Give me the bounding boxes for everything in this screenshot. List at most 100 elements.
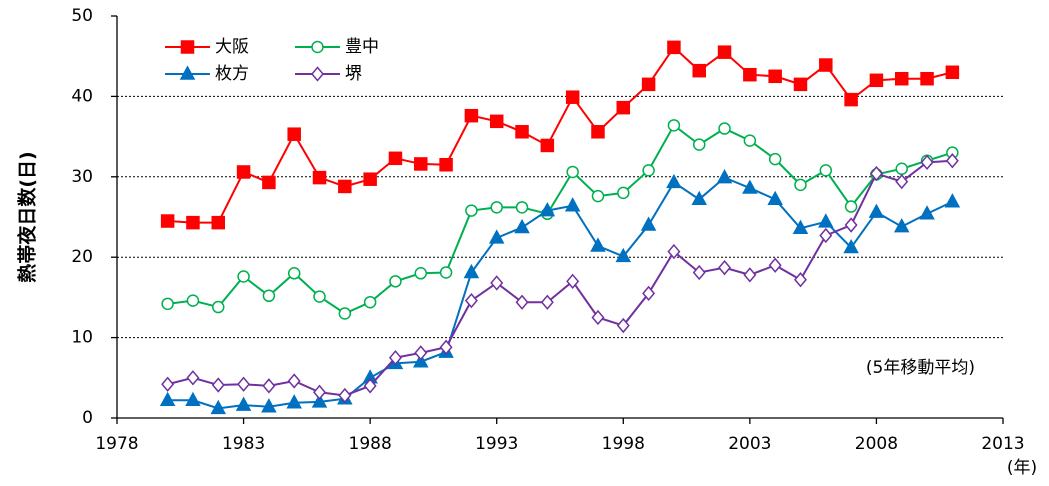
marker — [566, 273, 580, 289]
marker — [792, 219, 809, 235]
marker — [667, 40, 681, 55]
x-tick-label: 2008 — [855, 434, 898, 454]
marker — [667, 119, 681, 132]
marker — [179, 65, 196, 80]
marker — [667, 243, 681, 260]
marker — [616, 100, 631, 115]
marker — [819, 58, 833, 72]
marker — [439, 266, 453, 279]
legend-item: 枚方 — [165, 64, 249, 84]
marker — [819, 227, 833, 244]
x-tick-label: 1978 — [95, 434, 138, 454]
marker — [235, 396, 252, 411]
marker — [211, 215, 226, 230]
marker — [692, 264, 706, 281]
marker — [794, 272, 807, 288]
marker — [338, 179, 352, 194]
marker — [894, 71, 909, 86]
marker — [313, 290, 326, 303]
marker — [186, 294, 200, 307]
marker — [869, 73, 884, 88]
marker — [311, 393, 328, 408]
x-tick-label: 2003 — [728, 434, 771, 454]
marker — [768, 152, 782, 166]
marker — [566, 165, 579, 179]
marker — [186, 215, 200, 230]
marker — [591, 309, 605, 326]
marker — [868, 203, 885, 218]
marker — [692, 138, 706, 151]
marker — [539, 201, 556, 217]
marker — [464, 108, 479, 123]
marker — [919, 205, 935, 220]
marker — [311, 66, 324, 82]
marker — [262, 175, 276, 190]
marker — [160, 214, 175, 228]
y-tick-label: 20 — [71, 247, 93, 267]
x-tick-label: 1983 — [222, 434, 265, 454]
marker — [237, 270, 250, 283]
legend-label: 堺 — [345, 64, 362, 84]
marker — [286, 394, 302, 409]
marker — [895, 162, 908, 176]
marker — [488, 229, 505, 244]
marker — [564, 197, 581, 212]
marker — [793, 77, 808, 92]
marker — [489, 114, 504, 129]
marker — [186, 370, 200, 386]
marker — [363, 378, 377, 394]
marker — [819, 164, 833, 177]
y-tick-label: 30 — [71, 167, 93, 187]
marker — [287, 267, 301, 280]
marker — [439, 157, 453, 172]
marker — [180, 40, 195, 54]
series-line — [167, 159, 953, 397]
marker — [414, 267, 428, 280]
y-tick-label: 0 — [82, 408, 93, 428]
marker — [490, 201, 503, 214]
x-tick-label: 1998 — [602, 434, 645, 454]
marker — [895, 173, 909, 190]
marker — [237, 376, 251, 392]
marker — [211, 377, 225, 393]
marker — [464, 292, 478, 309]
marker — [642, 285, 656, 302]
marker — [844, 200, 858, 213]
y-tick-label: 10 — [71, 328, 93, 348]
marker — [540, 294, 554, 310]
legend-item: 大阪 — [165, 37, 249, 57]
marker — [617, 186, 630, 200]
marker — [718, 122, 731, 135]
marker — [414, 157, 428, 171]
marker — [465, 204, 478, 217]
marker — [640, 216, 657, 231]
marker — [261, 398, 277, 413]
marker — [869, 165, 883, 182]
marker — [363, 295, 377, 309]
marker — [565, 90, 580, 104]
marker — [388, 350, 402, 366]
x-tick-label: 1993 — [475, 434, 518, 454]
marker — [540, 138, 555, 153]
marker — [161, 297, 174, 311]
marker — [794, 178, 807, 192]
marker — [691, 190, 707, 206]
marker — [439, 339, 453, 355]
marker — [338, 307, 352, 320]
marker — [287, 127, 301, 141]
marker — [590, 237, 606, 252]
marker — [642, 164, 655, 177]
marker — [641, 77, 656, 92]
marker — [893, 218, 910, 233]
marker — [920, 71, 934, 86]
series-line — [167, 45, 953, 224]
marker — [161, 376, 175, 392]
marker — [717, 45, 732, 59]
marker — [591, 189, 605, 203]
marker — [262, 289, 276, 303]
marker — [616, 317, 630, 334]
marker — [818, 213, 834, 228]
marker — [743, 67, 757, 82]
legend-label: 豊中 — [345, 37, 379, 57]
